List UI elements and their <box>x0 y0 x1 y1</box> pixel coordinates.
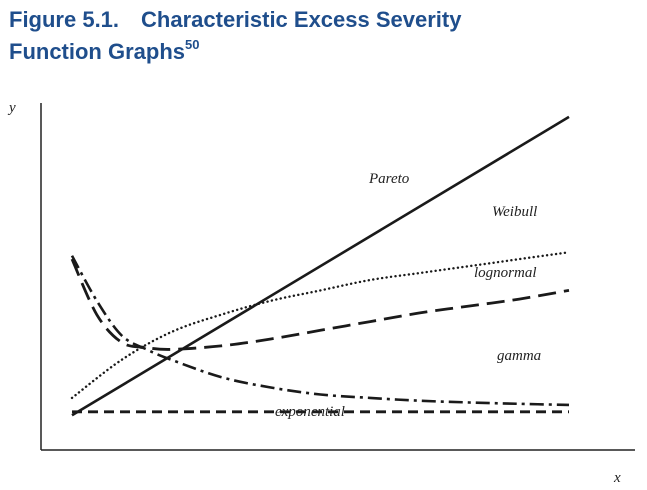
figure-title: Figure 5.1. Characteristic Excess Severit… <box>9 4 639 68</box>
series-label-weibull: Weibull <box>492 204 537 220</box>
series-label-exponential: exponential <box>275 404 345 420</box>
series-line-lognormal <box>70 258 570 351</box>
x-axis-label: x <box>613 470 621 486</box>
series-label-gamma: gamma <box>497 348 541 364</box>
series-line-gamma <box>70 255 570 407</box>
figure-title-line2: Function Graphs <box>9 39 185 64</box>
series-label-layer: Pareto Weibull lognormal gamma exponential <box>275 171 541 420</box>
y-axis-label: y <box>7 100 16 116</box>
series-label-pareto: Pareto <box>368 171 410 187</box>
series-layer <box>70 115 571 417</box>
series-label-lognormal: lognormal <box>474 265 537 281</box>
figure-title-main: Characteristic Excess Severity <box>141 7 462 32</box>
series-line-pareto <box>71 115 570 417</box>
figure-number: Figure 5.1. <box>9 7 120 32</box>
footnote-ref: 50 <box>185 37 200 52</box>
series-line-weibull <box>70 251 571 400</box>
